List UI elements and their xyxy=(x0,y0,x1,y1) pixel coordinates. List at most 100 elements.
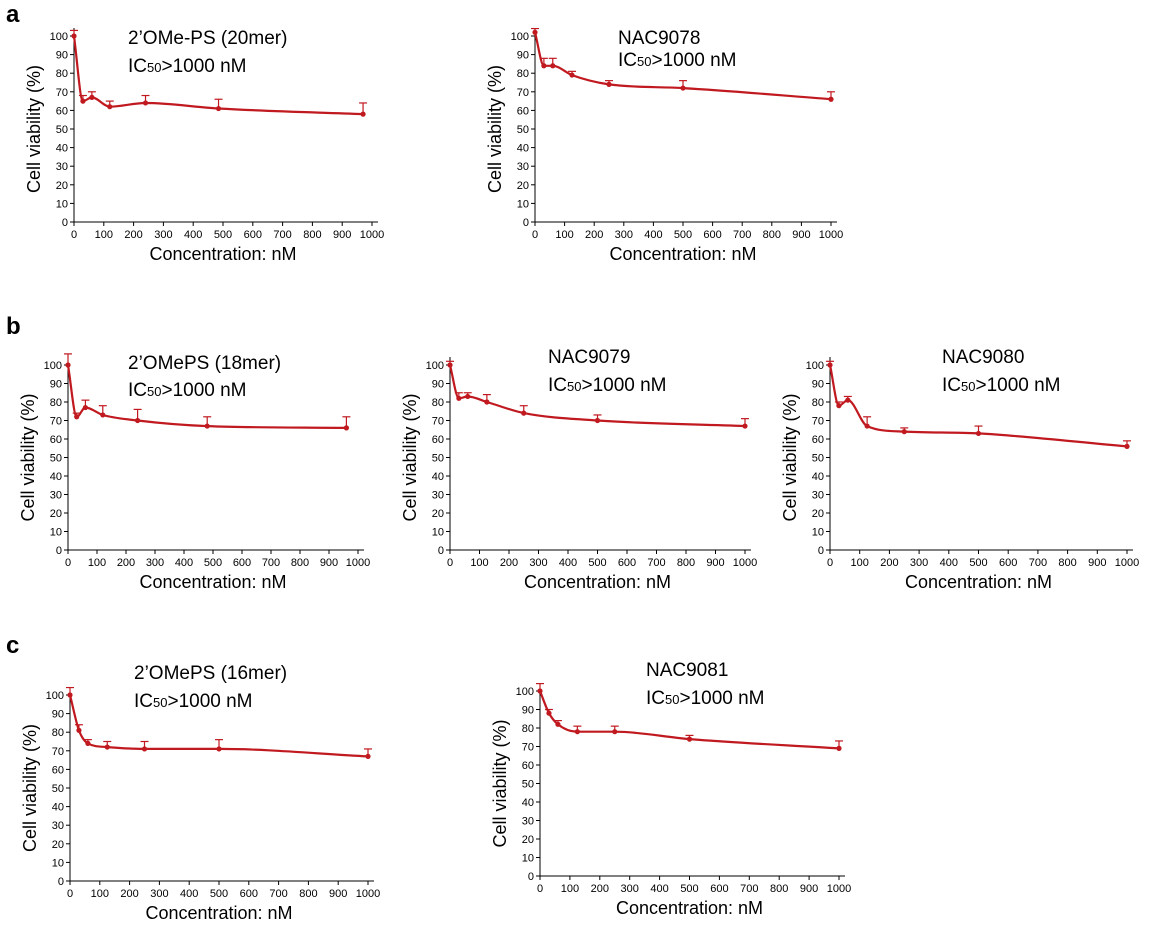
y-tick-label: 70 xyxy=(52,746,64,758)
data-point xyxy=(541,63,547,69)
compound-name: 2’OMe-PS (20mer) xyxy=(128,28,287,49)
x-tick-label: 600 xyxy=(233,557,251,569)
data-point xyxy=(537,688,543,694)
data-point xyxy=(360,111,366,117)
x-tick-label: 500 xyxy=(680,883,698,895)
x-tick-label: 100 xyxy=(555,229,573,241)
data-point xyxy=(828,96,834,102)
y-tick-label: 60 xyxy=(52,764,64,776)
y-tick-label: 60 xyxy=(56,105,68,117)
x-tick-label: 800 xyxy=(770,883,788,895)
x-tick-label: 600 xyxy=(240,888,258,900)
compound-name: NAC9080 xyxy=(942,347,1024,368)
x-tick-label: 0 xyxy=(65,557,71,569)
x-tick-label: 100 xyxy=(470,557,488,569)
x-tick-label: 200 xyxy=(585,229,603,241)
y-tick-label: 30 xyxy=(812,490,824,502)
y-tick-label: 80 xyxy=(517,68,529,80)
y-tick-label: 10 xyxy=(56,198,68,210)
compound-name: 2’OMePS (18mer) xyxy=(128,353,281,374)
y-tick-label: 20 xyxy=(56,180,68,192)
data-point xyxy=(104,744,110,750)
data-point xyxy=(74,414,80,420)
x-tick-label: 900 xyxy=(320,557,338,569)
y-tick-label: 90 xyxy=(50,379,62,391)
x-tick-label: 0 xyxy=(71,229,77,241)
y-tick-label: 50 xyxy=(52,783,64,795)
x-tick-label: 800 xyxy=(677,557,695,569)
data-point xyxy=(680,85,686,91)
compound-name: 2’OMePS (16mer) xyxy=(134,663,287,684)
x-tick-label: 400 xyxy=(175,557,193,569)
y-tick-label: 60 xyxy=(522,760,534,772)
x-tick-label: 900 xyxy=(792,229,810,241)
x-tick-label: 0 xyxy=(67,888,73,900)
x-tick-label: 400 xyxy=(644,229,662,241)
x-tick-label: 100 xyxy=(88,557,106,569)
ic50-label: IC50>1000 nM xyxy=(548,375,667,396)
x-tick-label: 300 xyxy=(529,557,547,569)
x-tick-label: 800 xyxy=(763,229,781,241)
y-tick-label: 30 xyxy=(50,490,62,502)
y-tick-label: 30 xyxy=(52,820,64,832)
data-point xyxy=(555,721,561,727)
y-tick-label: 0 xyxy=(438,545,444,557)
y-tick-label: 30 xyxy=(517,161,529,173)
data-point xyxy=(80,98,86,104)
y-tick-label: 60 xyxy=(432,434,444,446)
data-point xyxy=(612,729,618,735)
x-tick-label: 1000 xyxy=(733,557,757,569)
data-point xyxy=(1124,443,1130,449)
x-tick-label: 900 xyxy=(333,229,351,241)
x-tick-label: 100 xyxy=(95,229,113,241)
x-tick-label: 300 xyxy=(621,883,639,895)
x-tick-label: 0 xyxy=(447,557,453,569)
data-point xyxy=(343,425,349,431)
x-axis-title: Concentration: nM xyxy=(524,572,671,592)
y-tick-label: 30 xyxy=(432,490,444,502)
data-point xyxy=(141,746,148,752)
y-tick-label: 80 xyxy=(522,723,534,735)
y-tick-label: 10 xyxy=(812,527,824,539)
x-tick-label: 500 xyxy=(214,229,232,241)
x-tick-label: 500 xyxy=(204,557,222,569)
data-point xyxy=(447,362,453,368)
data-point xyxy=(845,397,851,403)
panel-letter-a: a xyxy=(6,1,20,28)
x-tick-label: 400 xyxy=(940,557,958,569)
data-point xyxy=(89,94,95,100)
y-tick-label: 70 xyxy=(50,416,62,428)
y-tick-label: 80 xyxy=(52,727,64,739)
y-tick-label: 90 xyxy=(522,705,534,717)
x-tick-label: 700 xyxy=(647,557,665,569)
y-tick-label: 80 xyxy=(432,397,444,409)
x-tick-label: 900 xyxy=(1088,557,1106,569)
y-tick-label: 30 xyxy=(522,816,534,828)
y-tick-label: 20 xyxy=(522,834,534,846)
data-point xyxy=(901,429,907,435)
y-tick-label: 40 xyxy=(432,471,444,483)
y-tick-label: 10 xyxy=(522,853,534,865)
x-tick-label: 400 xyxy=(559,557,577,569)
x-tick-label: 600 xyxy=(703,229,721,241)
y-tick-label: 40 xyxy=(522,797,534,809)
y-tick-label: 40 xyxy=(517,143,529,155)
data-point xyxy=(836,403,842,409)
x-tick-label: 1000 xyxy=(819,229,843,241)
data-point xyxy=(864,423,870,429)
x-tick-label: 100 xyxy=(561,883,579,895)
x-tick-label: 900 xyxy=(706,557,724,569)
x-tick-label: 900 xyxy=(800,883,818,895)
y-tick-label: 70 xyxy=(812,416,824,428)
y-tick-label: 100 xyxy=(516,686,534,698)
x-tick-label: 700 xyxy=(1029,557,1047,569)
x-tick-label: 1000 xyxy=(1115,557,1139,569)
y-tick-label: 20 xyxy=(52,839,64,851)
x-tick-label: 600 xyxy=(999,557,1017,569)
x-tick-label: 0 xyxy=(532,229,538,241)
x-tick-label: 300 xyxy=(154,229,172,241)
x-tick-label: 300 xyxy=(146,557,164,569)
y-tick-label: 20 xyxy=(812,508,824,520)
